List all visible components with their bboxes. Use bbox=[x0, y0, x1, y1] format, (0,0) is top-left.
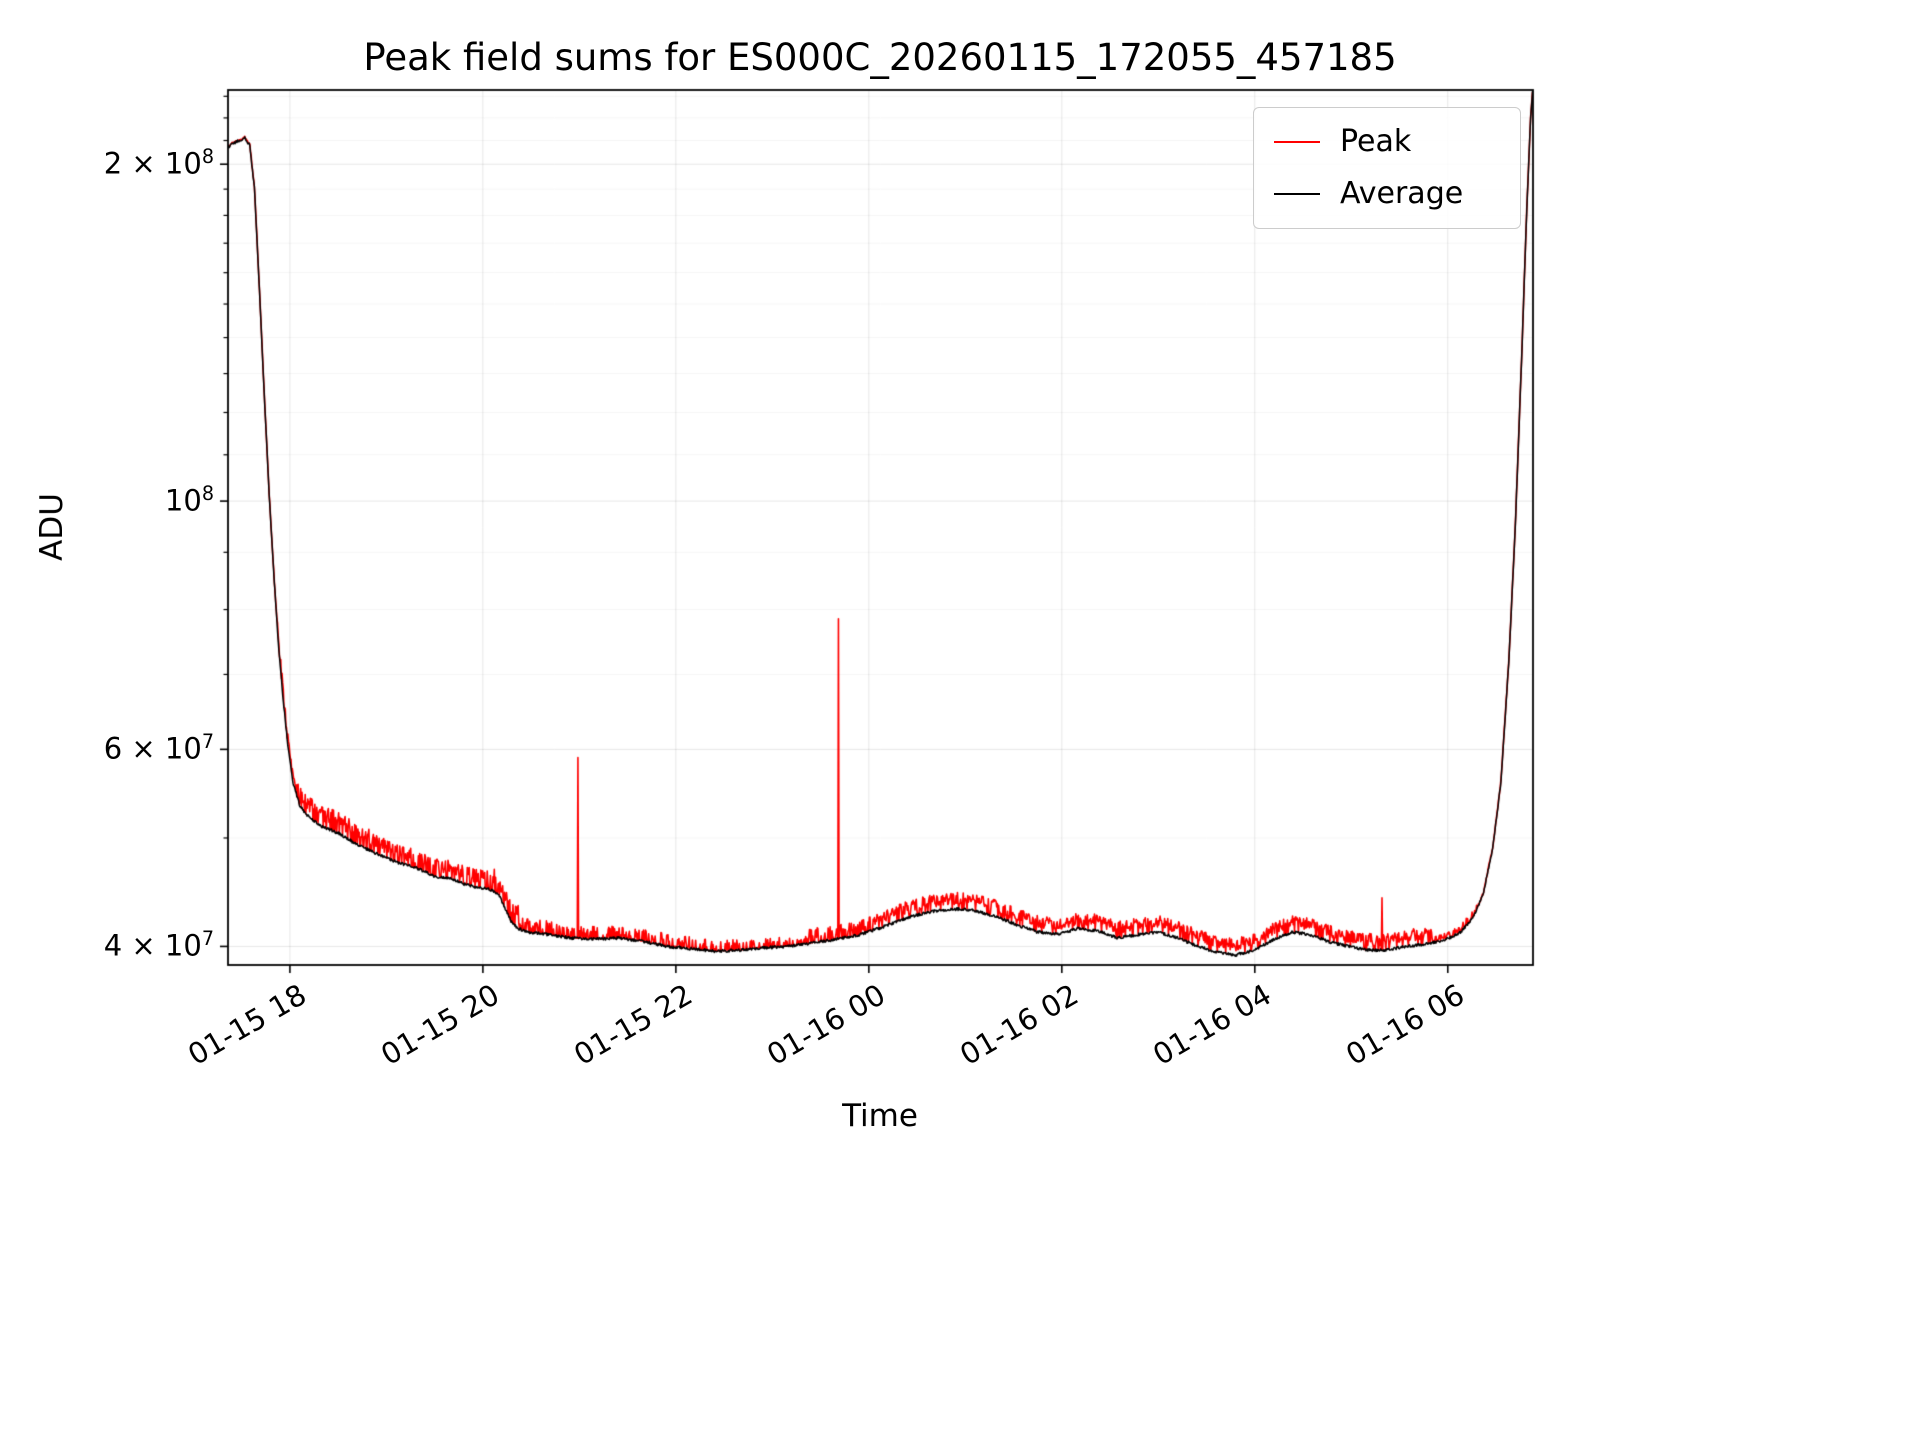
x-axis-label: Time bbox=[842, 1098, 918, 1134]
y-tick-label: 6 × 107 bbox=[103, 730, 214, 766]
average-line-swatch bbox=[1274, 193, 1320, 195]
y-tick-label: 2 × 108 bbox=[103, 145, 214, 181]
legend-entry-average: Average bbox=[1274, 176, 1500, 212]
legend-entry-peak: Peak bbox=[1274, 124, 1500, 160]
legend-label-average: Average bbox=[1340, 176, 1464, 211]
y-tick-label: 4 × 107 bbox=[103, 927, 214, 963]
peak-line-swatch bbox=[1274, 140, 1320, 144]
legend: Peak Average bbox=[1253, 107, 1521, 229]
y-axis-label: ADU bbox=[34, 493, 70, 561]
legend-label-peak: Peak bbox=[1340, 124, 1412, 159]
chart-title: Peak field sums for ES000C_20260115_1720… bbox=[363, 36, 1397, 79]
y-tick-label: 108 bbox=[164, 481, 214, 518]
